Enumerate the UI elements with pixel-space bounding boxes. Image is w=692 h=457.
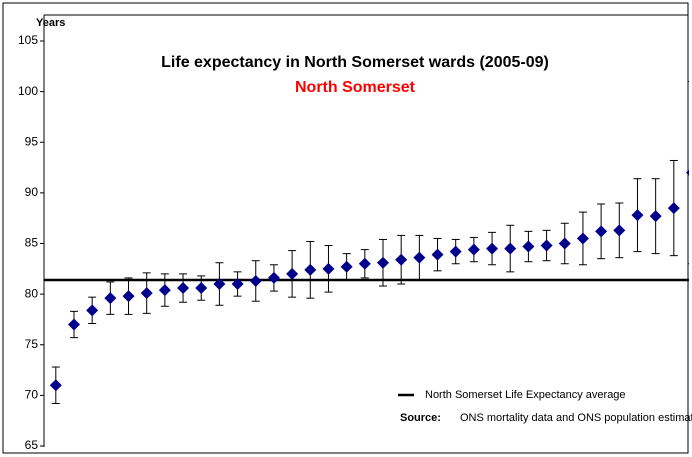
data-point — [49, 379, 62, 392]
y-tick-label: 95 — [25, 134, 39, 148]
y-tick-label: 100 — [18, 84, 38, 98]
y-tick-label: 65 — [25, 438, 39, 452]
data-point — [304, 263, 317, 276]
data-point — [213, 278, 226, 290]
data-point — [631, 209, 644, 222]
y-axis-label: Years — [36, 17, 65, 29]
data-point — [649, 210, 662, 223]
data-point — [104, 292, 117, 305]
y-tick-label: 105 — [18, 33, 38, 47]
data-point — [504, 242, 517, 255]
data-point — [431, 248, 444, 261]
data-point — [486, 242, 499, 255]
data-point — [467, 243, 480, 256]
data-point — [195, 282, 208, 295]
legend-label: North Somerset Life Expectancy average — [425, 389, 626, 401]
data-point — [522, 240, 535, 253]
y-tick-label: 85 — [25, 236, 39, 250]
data-point — [613, 224, 626, 237]
data-point — [86, 304, 99, 317]
data-point — [449, 245, 462, 258]
data-point — [67, 318, 80, 331]
data-point — [249, 274, 262, 287]
y-tick-label: 70 — [25, 388, 39, 402]
data-point — [576, 232, 589, 245]
data-point — [595, 225, 608, 238]
y-tick-label: 75 — [25, 337, 39, 351]
data-point — [413, 251, 426, 264]
data-point — [177, 282, 190, 295]
chart-subtitle: North Somerset — [295, 79, 416, 96]
data-point — [686, 169, 689, 176]
data-point — [540, 239, 553, 252]
data-point — [340, 260, 353, 273]
data-point — [158, 284, 171, 297]
data-point — [267, 271, 280, 284]
data-point — [395, 253, 408, 266]
data-point — [376, 256, 389, 269]
data-point — [286, 267, 299, 280]
data-point — [667, 202, 680, 215]
plot-area — [44, 81, 689, 404]
source-label: Source: — [400, 412, 441, 424]
data-point — [558, 237, 571, 250]
data-point — [358, 257, 371, 270]
data-point — [231, 278, 244, 290]
chart-title: Life expectancy in North Somerset wards … — [161, 54, 549, 71]
data-point — [122, 290, 135, 303]
source-text: ONS mortality data and ONS population es… — [460, 412, 692, 424]
data-point — [322, 262, 335, 275]
y-tick-label: 90 — [25, 185, 39, 199]
data-point — [140, 287, 153, 300]
y-tick-label: 80 — [25, 286, 39, 300]
